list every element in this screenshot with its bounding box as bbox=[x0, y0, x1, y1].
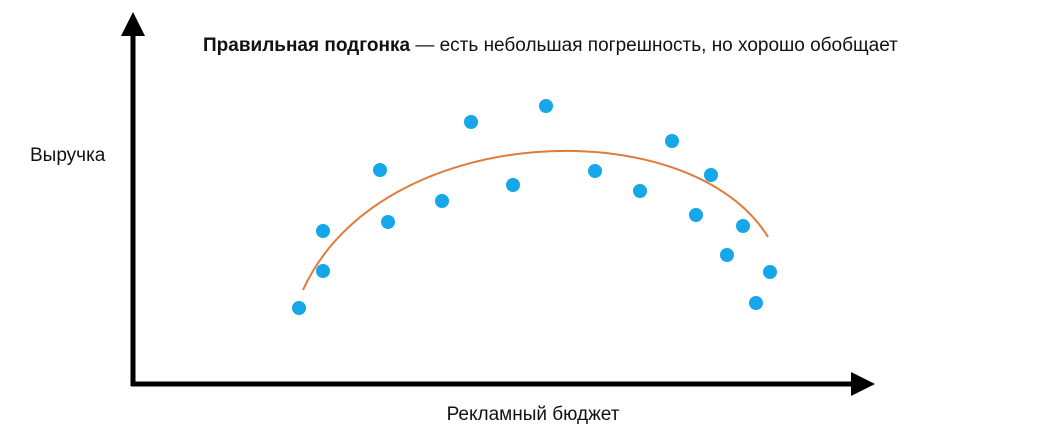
point bbox=[665, 134, 679, 148]
point bbox=[704, 168, 718, 182]
point bbox=[316, 264, 330, 278]
fit-curve bbox=[302, 149, 769, 291]
point bbox=[506, 178, 520, 192]
point bbox=[464, 115, 478, 129]
point bbox=[736, 219, 750, 233]
title-bold: Правильная подгонка bbox=[203, 35, 410, 56]
point bbox=[720, 248, 734, 262]
points bbox=[292, 99, 777, 315]
point bbox=[316, 224, 330, 238]
point bbox=[763, 265, 777, 279]
x-axis-arrow bbox=[851, 372, 875, 396]
point bbox=[435, 194, 449, 208]
point bbox=[292, 301, 306, 315]
title: Правильная подгонка — есть небольшая пог… bbox=[203, 35, 898, 56]
point bbox=[381, 215, 395, 229]
y-axis-arrow bbox=[121, 12, 145, 36]
point bbox=[588, 164, 602, 178]
point bbox=[373, 163, 387, 177]
y-axis-label: Выручка bbox=[30, 145, 106, 166]
point bbox=[539, 99, 553, 113]
title-rest: — есть небольшая погрешность, но хорошо … bbox=[410, 35, 898, 56]
point bbox=[633, 184, 647, 198]
point bbox=[749, 296, 763, 310]
x-axis-label: Рекламный бюджет bbox=[447, 404, 620, 425]
point bbox=[689, 208, 703, 222]
